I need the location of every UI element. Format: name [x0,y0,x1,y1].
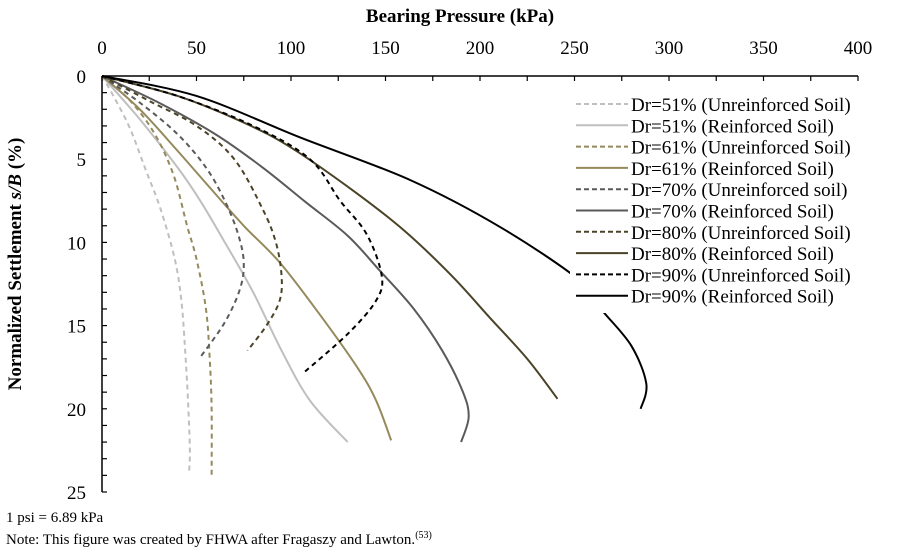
series-line-2 [101,75,213,476]
x-tick-label: 100 [277,38,306,59]
legend-entry-0: Dr=51% (Unreinforced Soil) [631,95,851,116]
y-tick-label: 25 [67,483,86,504]
conversion-note: 1 psi = 6.89 kPa [6,510,103,527]
x-tick-label: 250 [560,38,589,59]
series-line-3 [101,75,393,441]
y-axis-label-part: s/B [5,174,26,200]
y-axis-label-part: (%) [5,138,26,174]
series-line-0 [101,75,191,474]
source-reference: (53) [415,530,432,541]
legend: Dr=51% (Unreinforced Soil)Dr=51% (Reinfo… [570,93,900,313]
legend-entry-8: Dr=90% (Unreinforced Soil) [631,265,851,286]
series-line-7 [101,75,559,400]
source-note: Note: This figure was created by FHWA af… [6,530,432,549]
legend-entry-2: Dr=61% (Unreinforced Soil) [631,138,851,159]
y-tick-label: 5 [77,150,87,171]
series-line-5 [101,75,470,443]
x-tick-label: 0 [97,38,107,59]
legend-entry-4: Dr=70% (Unreinforced soil) [631,180,847,201]
legend-entry-6: Dr=80% (Unreinforced Soil) [631,223,851,244]
legend-entry-1: Dr=51% (Reinforced Soil) [631,116,834,137]
x-tick-label: 300 [655,38,684,59]
y-tick-label: 15 [67,317,86,338]
x-tick-label: 350 [749,38,778,59]
series-line-8 [101,75,384,375]
x-tick-label: 50 [187,38,206,59]
legend-entry-5: Dr=70% (Reinforced Soil) [631,202,834,223]
x-tick-label: 200 [466,38,495,59]
y-tick-label: 20 [67,400,86,421]
x-tick-label: 400 [844,38,873,59]
series-line-1 [101,75,349,443]
legend-entry-9: Dr=90% (Reinforced Soil) [631,287,834,308]
x-tick-label: 150 [371,38,400,59]
series-line-9 [101,75,648,410]
source-note-text: Note: This figure was created by FHWA af… [6,532,416,548]
chart-title: Bearing Pressure (kPa) [366,6,554,27]
y-axis-label-part: Normalized Settlement [5,199,26,390]
legend-entry-7: Dr=80% (Reinforced Soil) [631,244,834,265]
conversion-note-text: 1 psi = 6.89 kPa [6,510,104,526]
bearing-pressure-settlement-chart: Bearing Pressure (kPa) Normalized Settlem… [5,6,900,504]
series-line-6 [101,75,283,352]
y-tick-label: 0 [77,67,87,88]
series-line-4 [101,75,245,358]
legend-background [570,93,900,313]
legend-entry-3: Dr=61% (Reinforced Soil) [631,159,834,180]
y-tick-label: 10 [67,233,86,254]
y-axis-label: Normalized Settlement s/B (%) [5,138,26,391]
